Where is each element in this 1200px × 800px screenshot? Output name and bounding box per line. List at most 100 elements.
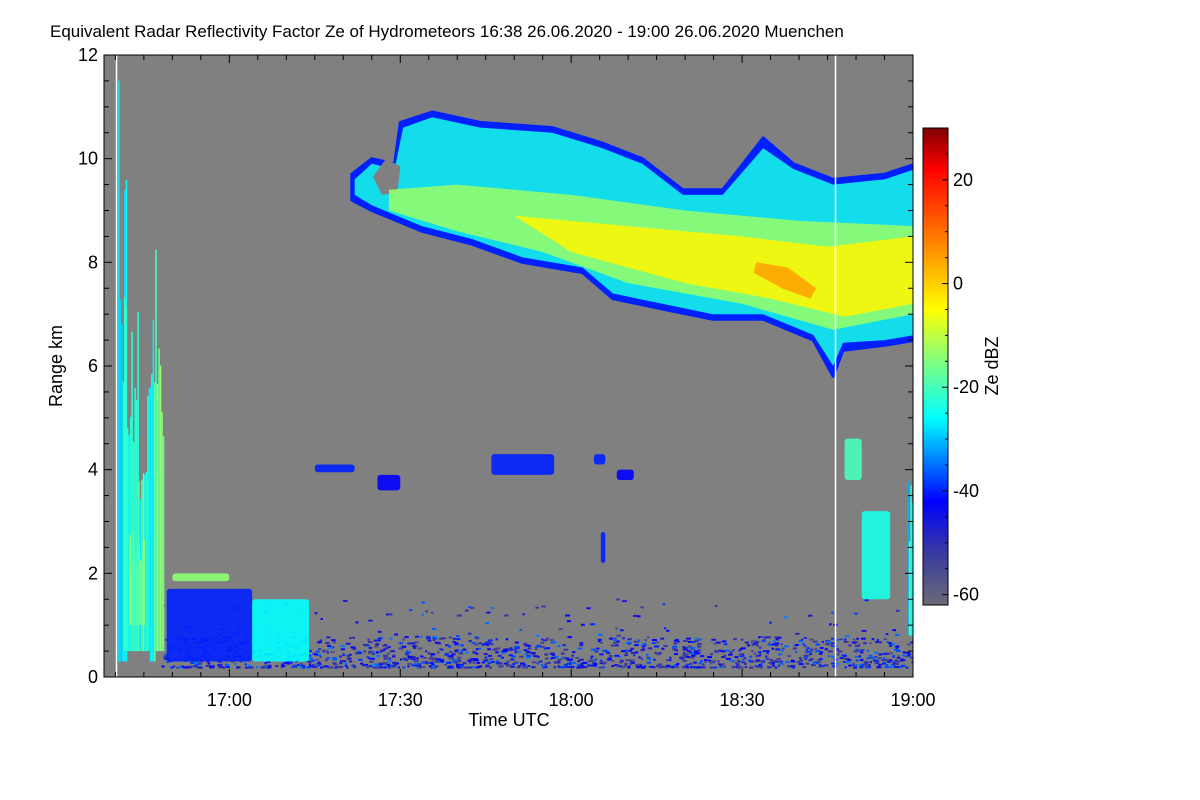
clutter-pixel	[690, 665, 693, 668]
clutter-pixel	[565, 666, 570, 668]
clutter-pixel	[413, 641, 419, 644]
clutter-pixel	[348, 653, 352, 656]
clutter-pixel	[413, 660, 419, 663]
clutter-pixel	[708, 659, 712, 662]
clutter-pixel	[375, 655, 381, 658]
clutter-pixel	[729, 651, 733, 654]
clutter-pixel	[501, 656, 504, 659]
clutter-pixel	[718, 663, 721, 666]
clutter-pixel	[694, 652, 700, 655]
clutter-pixel	[541, 638, 544, 641]
clutter-pixel	[741, 647, 746, 650]
streak-column	[140, 560, 142, 626]
y-tick-label: 8	[88, 252, 98, 272]
clutter-pixel	[296, 663, 302, 666]
clutter-pixel	[775, 638, 780, 641]
clutter-pixel	[389, 637, 393, 640]
clutter-pixel	[748, 659, 752, 662]
clutter-pixel	[436, 651, 440, 654]
clutter-pixel	[900, 665, 905, 668]
clutter-pixel	[364, 663, 369, 666]
clutter-pixel	[774, 666, 778, 669]
clutter-pixel	[431, 611, 434, 614]
clutter-pixel	[512, 663, 516, 666]
clutter-pixel	[690, 656, 695, 659]
clutter-pixel	[454, 649, 459, 652]
clutter-pixel	[701, 666, 706, 669]
clutter-pixel	[449, 656, 453, 659]
clutter-pixel	[439, 648, 442, 651]
clutter-pixel	[355, 621, 359, 624]
clutter-pixel	[734, 656, 739, 659]
clutter-pixel	[625, 659, 630, 662]
clutter-pixel	[432, 635, 437, 638]
clutter-pixel	[754, 641, 760, 643]
clutter-pixel	[490, 643, 494, 646]
clutter-pixel	[751, 643, 755, 646]
clutter-pixel	[375, 643, 379, 646]
clutter-pixel	[616, 598, 620, 601]
cirrus-orange-core	[753, 262, 817, 299]
midlevel-blob-5	[616, 469, 634, 481]
clutter-pixel	[890, 663, 894, 666]
clutter-pixel	[580, 662, 585, 665]
clutter-pixel	[460, 650, 463, 652]
clutter-pixel	[630, 659, 635, 662]
clutter-pixel	[514, 647, 519, 650]
clutter-pixel	[414, 663, 419, 666]
clutter-pixel	[571, 666, 575, 669]
clutter-pixel	[549, 638, 555, 641]
clutter-pixel	[653, 658, 656, 661]
x-tick-label: 19:00	[890, 690, 935, 710]
clutter-pixel	[578, 665, 584, 668]
clutter-pixel	[518, 650, 521, 653]
clutter-pixel	[673, 665, 679, 668]
clutter-pixel	[383, 654, 388, 657]
clutter-pixel	[468, 606, 472, 609]
clutter-pixel	[682, 651, 686, 654]
clutter-pixel	[895, 609, 900, 612]
clutter-pixel	[721, 640, 727, 643]
clutter-pixel	[193, 665, 198, 668]
clutter-pixel	[675, 638, 679, 641]
clutter-pixel	[691, 647, 697, 650]
clutter-pixel	[812, 662, 817, 665]
clutter-pixel	[522, 613, 525, 616]
clutter-pixel	[424, 662, 429, 665]
clutter-pixel	[339, 662, 343, 665]
clutter-pixel	[445, 644, 449, 647]
clutter-pixel	[803, 656, 808, 659]
clutter-pixel	[164, 638, 168, 641]
reflectivity-field	[115, 55, 913, 677]
clutter-pixel	[231, 660, 235, 663]
clutter-pixel	[376, 639, 381, 642]
clutter-pixel	[874, 656, 878, 658]
clutter-pixel	[510, 665, 515, 668]
clutter-pixel	[363, 643, 368, 646]
clutter-pixel	[505, 638, 509, 641]
clutter-pixel	[795, 632, 800, 635]
clutter-pixel	[804, 658, 808, 661]
clutter-pixel	[663, 645, 668, 647]
clutter-pixel	[597, 633, 603, 636]
clutter-pixel	[523, 649, 528, 651]
clutter-pixel	[386, 613, 389, 616]
clutter-pixel	[651, 666, 656, 669]
clutter-pixel	[324, 659, 329, 662]
clutter-pixel	[889, 652, 894, 655]
clutter-pixel	[255, 666, 259, 669]
clutter-pixel	[593, 659, 596, 662]
clutter-pixel	[802, 666, 806, 669]
clutter-pixel	[322, 649, 325, 652]
clutter-pixel	[420, 655, 424, 658]
clutter-pixel	[431, 658, 436, 661]
clutter-pixel	[546, 662, 550, 665]
clutter-pixel	[525, 656, 528, 659]
clutter-pixel	[319, 639, 323, 642]
clutter-pixel	[697, 646, 701, 649]
clutter-pixel	[423, 656, 427, 659]
clutter-pixel	[408, 609, 413, 611]
clutter-pixel	[835, 662, 839, 665]
clutter-pixel	[741, 661, 746, 664]
clutter-pixel	[195, 663, 200, 666]
